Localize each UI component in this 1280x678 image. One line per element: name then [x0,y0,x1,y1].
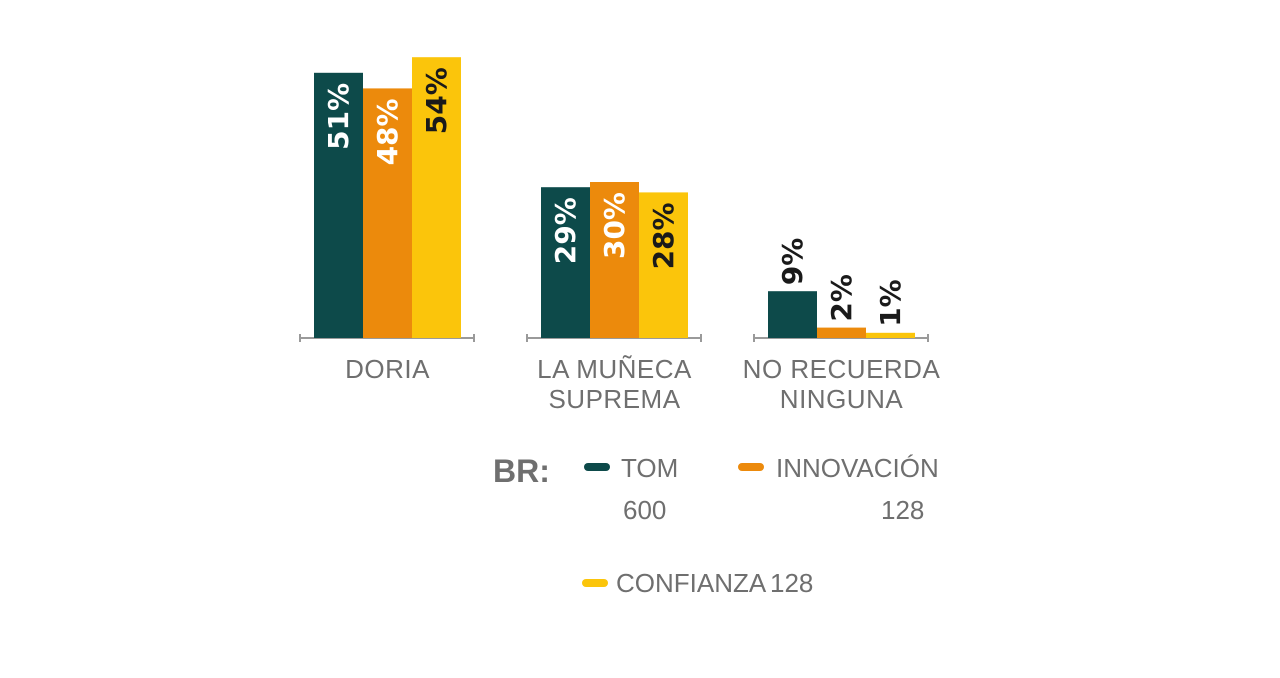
legend-label-confianza: CONFIANZA [616,568,767,598]
bar-tom-2 [541,187,590,338]
bar-innovacion-3 [817,327,866,338]
bar-confianza-3 [866,332,915,338]
legend-title: BR: [493,453,550,489]
bar-innovacion-2 [590,182,639,338]
bar-label-tom-3: 9% [776,238,809,286]
bar-label-confianza-2: 28% [647,202,680,269]
bar-confianza-2 [639,192,688,338]
bar-tom-3 [768,291,817,338]
legend-swatch-confianza [582,579,608,587]
category-label-1-line-1: DORIA [345,354,430,384]
category-label-2-line-2: SUPREMA [548,384,680,414]
category-label-3-line-1: NO RECUERDA [743,354,941,384]
bar-confianza-1 [412,57,461,338]
bar-label-confianza-3: 1% [874,279,907,327]
legend-base-confianza: 128 [770,568,813,598]
legend-swatch-tom [584,463,610,471]
legend-label-tom: TOM [621,453,678,483]
legend-label-innovacion: INNOVACIÓN [776,453,939,483]
bar-label-innovacion-2: 30% [598,192,631,259]
bar-innovacion-1 [363,88,412,339]
bar-label-innovacion-3: 2% [825,274,858,322]
category-label-3-line-2: NINGUNA [780,384,904,414]
legend: BR: TOM 600 INNOVACIÓN 128 CONFIANZA 128 [493,453,939,598]
bar-tom-1 [314,72,363,339]
legend-base-tom: 600 [623,495,666,525]
category-label-2-line-1: LA MUÑECA [537,354,692,384]
bar-label-innovacion-1: 48% [371,98,404,165]
bar-label-tom-1: 51% [322,83,355,150]
bar-label-confianza-1: 54% [420,67,453,134]
bar-label-tom-2: 29% [549,197,582,264]
bars [314,57,915,339]
legend-swatch-innovacion [738,463,764,471]
legend-base-innovacion: 128 [881,495,924,525]
bar-labels: 51% 29% 9% 48% 30% 2% 54% 28% 1% [322,67,907,327]
